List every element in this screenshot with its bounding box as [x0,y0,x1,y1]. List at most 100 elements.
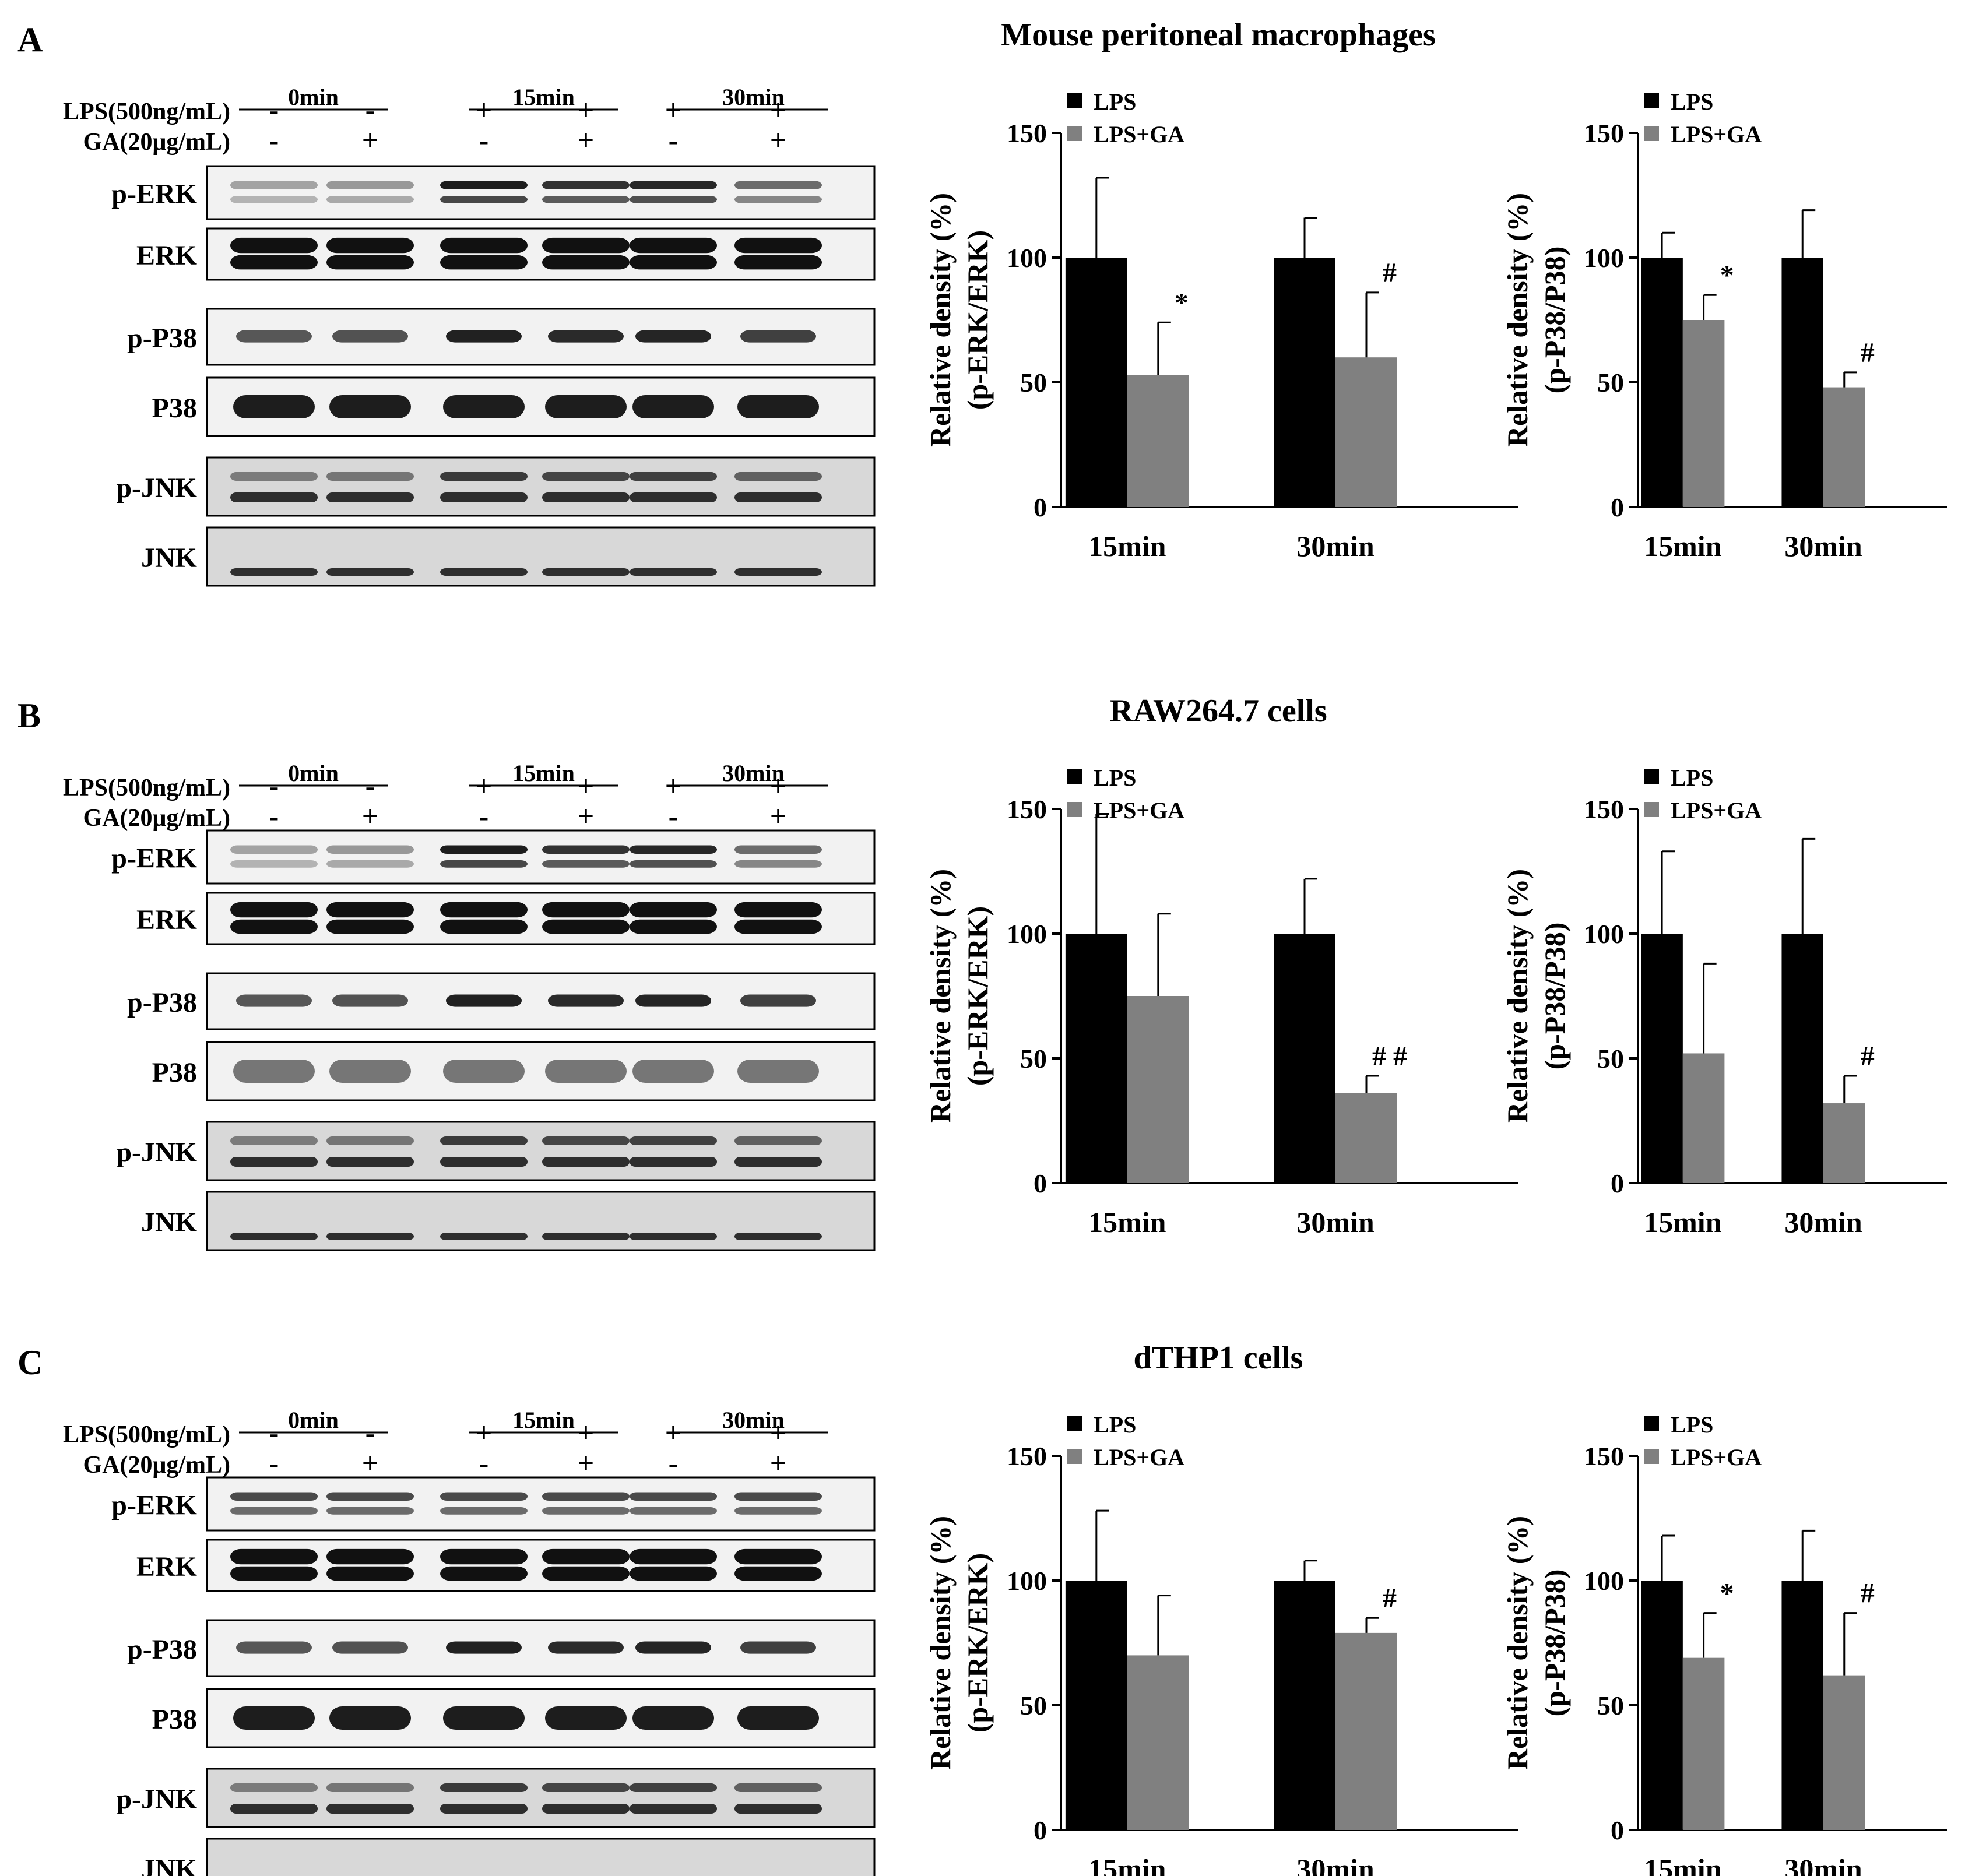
blot-strip [206,526,876,587]
blot-band [734,1157,822,1167]
treatment-sign: + [476,1416,493,1449]
blot-band [332,994,408,1007]
blot-band [542,568,630,576]
time-group-label: 0min [288,760,339,786]
blot-band [548,1641,624,1654]
blot-band [548,994,624,1007]
blot-band [635,330,711,343]
blot-band [630,1157,717,1167]
significance-mark: # [1861,337,1875,368]
legend-swatch [1644,1416,1659,1431]
y-tick-label: 100 [1584,1566,1624,1596]
blot-band [440,195,528,203]
blot-band [630,1566,717,1581]
blot-band [542,860,630,868]
blot-band [443,1060,525,1083]
blot-band [329,1060,411,1083]
blot-band [440,1136,528,1145]
band-label: p-ERK [111,1490,197,1521]
blot-band [236,1641,312,1654]
y-tick-label: 50 [1020,1044,1047,1073]
bar-lps [1274,258,1335,507]
bar-lps-plus-ga [1823,1103,1865,1183]
significance-mark: * [1720,1578,1734,1609]
treatment-sign: - [479,124,489,156]
treatment-sign: + [578,93,595,126]
blot-band [230,902,318,918]
legend-swatch [1644,802,1659,817]
blot-band [230,568,318,576]
y-tick-label: 150 [1584,794,1624,824]
band-label: ERK [136,904,197,935]
blot-band [440,845,528,854]
treatment-label: GA(20μg/mL) [83,129,230,156]
y-tick-label: 150 [1007,794,1047,824]
blot-band [326,1548,414,1565]
time-group-label: 15min [512,84,575,110]
legend-swatch [1067,1449,1082,1464]
bar-lps [1274,1581,1335,1830]
y-axis-label-line: (p-P38/P38) [1538,923,1571,1070]
y-tick-label: 50 [1597,1691,1624,1720]
blot-band [630,1548,717,1565]
panel-letter: A [17,20,43,59]
panel-title: RAW264.7 cells [1109,693,1327,729]
x-tick-label: 15min [1088,1206,1166,1238]
treatment-label: GA(20μg/mL) [83,1452,230,1479]
legend-label: LPS+GA [1671,121,1762,147]
blot-band [230,1783,318,1792]
blot-band [737,1706,819,1730]
blot-band [332,330,408,343]
blot-band [326,195,414,203]
legend-swatch [1067,802,1082,817]
blot-band [326,1566,414,1581]
significance-mark: * [1175,287,1189,318]
legend-label: LPS+GA [1094,1444,1184,1470]
y-axis-label-line: Relative density (%) [924,193,957,447]
band-label: p-ERK [111,179,197,210]
time-group-label: 0min [288,1407,339,1433]
blot-band [545,1706,627,1730]
blot-band [230,1566,318,1581]
blot-band [230,845,318,854]
blot-band [230,1507,318,1515]
y-tick-label: 100 [1584,243,1624,273]
y-tick-label: 150 [1584,1441,1624,1471]
blot-band [734,860,822,868]
blot-band [542,1548,630,1565]
blot-band [734,919,822,934]
blot-band [545,395,627,418]
legend-label: LPS+GA [1094,797,1184,823]
bar-lps [1065,934,1127,1183]
blot-band [440,181,528,190]
treatment-sign: - [365,1416,375,1449]
treatment-sign: + [476,93,493,126]
x-tick-label: 15min [1644,1206,1722,1238]
y-tick-label: 100 [1007,919,1047,949]
blot-strip [206,829,876,885]
y-tick-label: 0 [1034,492,1047,522]
y-tick-label: 0 [1611,1815,1624,1845]
bar-lps-plus-ga [1127,1655,1189,1830]
blot-band [734,1233,822,1240]
blot-band [734,1566,822,1581]
band-label: P38 [152,1704,197,1735]
blot-band [443,1706,525,1730]
y-axis-label-line: (p-ERK/ERK) [961,906,994,1086]
bar-lps-plus-ga [1127,375,1189,507]
blot-band [440,237,528,254]
x-tick-label: 30min [1784,1206,1862,1238]
bar-lps [1065,258,1127,507]
legend-label: LPS [1094,1412,1136,1438]
y-tick-label: 150 [1007,118,1047,148]
blot-band [230,181,318,190]
blot-band [737,395,819,418]
blot-strip [206,1121,876,1181]
y-tick-label: 50 [1597,1044,1624,1073]
blot-band [446,994,522,1007]
blot-band [230,1157,318,1167]
blot-band [542,1136,630,1145]
y-axis-label-line: Relative density (%) [1501,869,1534,1123]
treatment-sign: + [770,93,787,126]
blot-band [542,1566,630,1581]
